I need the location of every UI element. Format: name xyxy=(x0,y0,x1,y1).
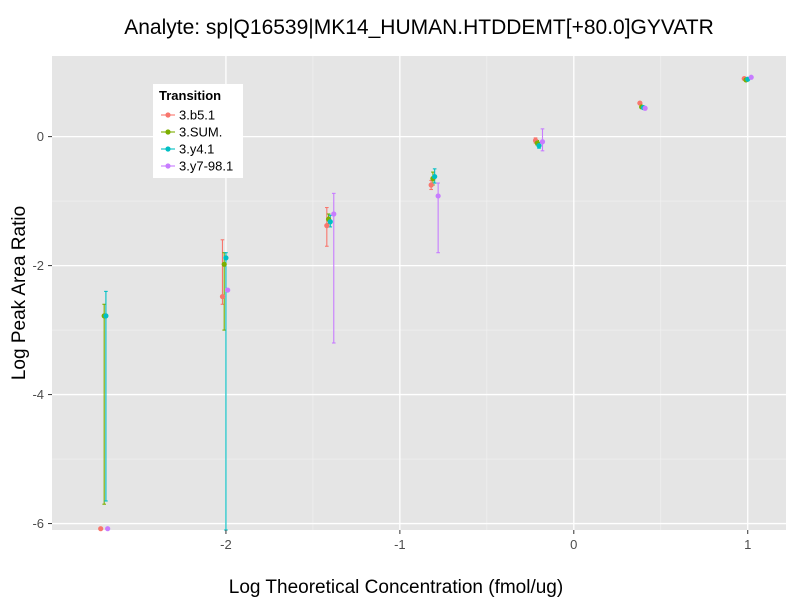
data-point xyxy=(98,526,104,532)
y-tick-label: -4 xyxy=(32,387,44,402)
y-axis: 0 -2 -4 -6 xyxy=(32,129,52,531)
chart-title: Analyte: sp|Q16539|MK14_HUMAN.HTDDEMT[+8… xyxy=(124,16,714,39)
legend-entry-label: 3.b5.1 xyxy=(179,108,215,123)
data-point xyxy=(435,193,441,199)
x-tick-label: 0 xyxy=(570,537,577,552)
data-point xyxy=(103,313,109,319)
legend-entry-label: 3.y7-98.1 xyxy=(179,159,233,174)
y-axis-label: Log Peak Area Ratio xyxy=(9,206,30,380)
data-point xyxy=(748,74,754,80)
x-tick-label: -2 xyxy=(220,537,232,552)
y-tick-label: -2 xyxy=(32,258,44,273)
legend-key-point xyxy=(165,112,171,118)
data-point xyxy=(642,105,648,111)
data-point xyxy=(536,143,542,149)
x-tick-label: 1 xyxy=(744,537,751,552)
data-point xyxy=(225,287,231,293)
legend-key-point xyxy=(165,129,171,135)
data-point xyxy=(219,293,226,300)
legend-title: Transition xyxy=(159,88,221,103)
legend: Transition 3.b5.1 3.SUM. 3.y4.1 3.y7-98.1 xyxy=(153,84,243,178)
data-point xyxy=(327,219,333,225)
data-points xyxy=(98,74,754,532)
data-point xyxy=(331,211,337,217)
x-axis: -2 -1 0 1 xyxy=(220,530,751,552)
legend-key-point xyxy=(165,163,171,169)
y-tick-label: -6 xyxy=(32,516,44,531)
x-axis-label: Log Theoretical Concentration (fmol/ug) xyxy=(229,577,563,598)
data-point xyxy=(432,173,438,180)
data-point xyxy=(223,255,229,261)
legend-key-point xyxy=(165,146,171,152)
data-point xyxy=(637,100,643,106)
y-tick-label: 0 xyxy=(37,129,44,144)
data-point xyxy=(324,223,330,229)
data-point xyxy=(105,526,111,532)
data-point xyxy=(221,261,227,267)
x-tick-label: -1 xyxy=(394,537,406,552)
data-point xyxy=(539,139,546,145)
data-point xyxy=(428,182,434,188)
legend-entry-label: 3.SUM. xyxy=(179,125,222,140)
error-bars xyxy=(102,128,545,531)
legend-entry-label: 3.y4.1 xyxy=(179,142,214,157)
